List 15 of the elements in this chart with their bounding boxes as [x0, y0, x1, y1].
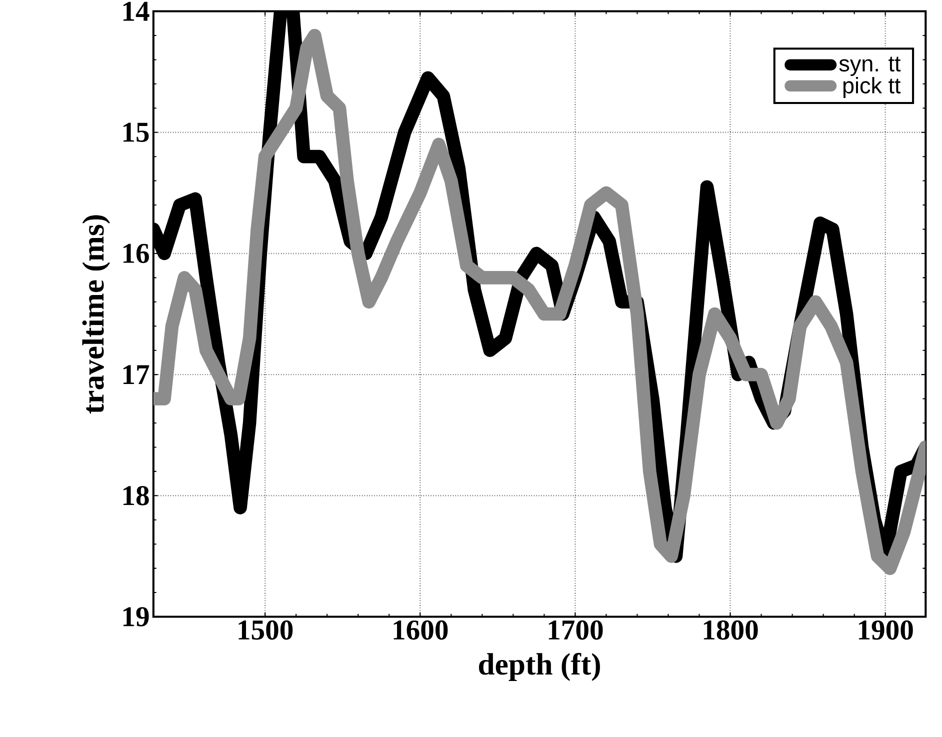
- y-tick-label: 19: [123, 606, 149, 626]
- legend-label: syn. tt: [839, 56, 901, 76]
- y-tick-label: 18: [123, 486, 149, 506]
- x-tick-label: 1800: [704, 620, 758, 640]
- y-tick-label: 16: [123, 244, 149, 263]
- y-tick-label: 14: [123, 2, 150, 20]
- x-tick-label: 1700: [548, 620, 603, 640]
- y-axis-title: traveltime (ms): [82, 215, 110, 414]
- x-axis-title: depth (ft): [478, 652, 600, 681]
- x-tick-label: 1500: [238, 620, 293, 640]
- x-tick-label: 1600: [394, 620, 448, 640]
- legend-label: pick tt: [843, 76, 901, 98]
- y-tick-label: 15: [123, 122, 149, 142]
- y-tick-label: 17: [123, 364, 150, 384]
- x-tick-label: 1900: [858, 620, 913, 640]
